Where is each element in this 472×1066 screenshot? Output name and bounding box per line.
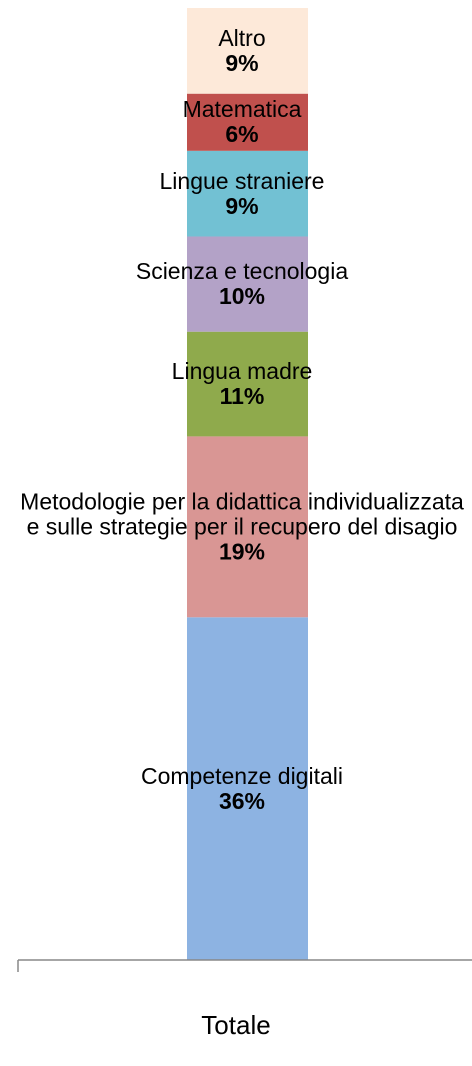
- x-tick-label: Totale: [201, 1010, 271, 1040]
- value-label: 9%: [225, 49, 259, 76]
- segment-label: Lingue straniere 9%: [12, 167, 472, 219]
- value-label: 9%: [225, 192, 259, 219]
- bar-segment: [187, 436, 308, 618]
- series-name: Metodologie per la didattica individuali…: [20, 488, 464, 540]
- segment-label: Metodologie per la didattica individuali…: [12, 489, 472, 564]
- segment-label: Scienza e tecnologia 10%: [12, 259, 472, 309]
- bar-segment: [187, 8, 308, 94]
- value-label: 10%: [218, 283, 266, 310]
- bar-segment: [187, 331, 308, 437]
- series-name: Scienza e tecnologia: [135, 258, 349, 285]
- value-label: 19%: [218, 538, 266, 565]
- segment-label: Altro 9%: [12, 24, 472, 76]
- bar-segment: [187, 236, 308, 332]
- bar-segment: [187, 93, 308, 151]
- series-name: Lingua madre: [171, 358, 313, 385]
- series-name: Altro: [218, 24, 266, 51]
- series-name: Competenze digitali: [140, 762, 343, 789]
- series-name: Matematica: [182, 96, 302, 123]
- value-label: 11%: [219, 383, 265, 410]
- value-label: 6%: [225, 121, 259, 148]
- bar-segment: [187, 617, 308, 960]
- segment-label: Lingua madre 11%: [12, 359, 472, 409]
- segment-label: Matematica 6%: [12, 97, 472, 147]
- value-label: 36%: [218, 787, 266, 814]
- bar-segment: [187, 150, 308, 237]
- segment-label: Competenze digitali 36%: [12, 762, 472, 814]
- series-name: Lingue straniere: [159, 167, 325, 194]
